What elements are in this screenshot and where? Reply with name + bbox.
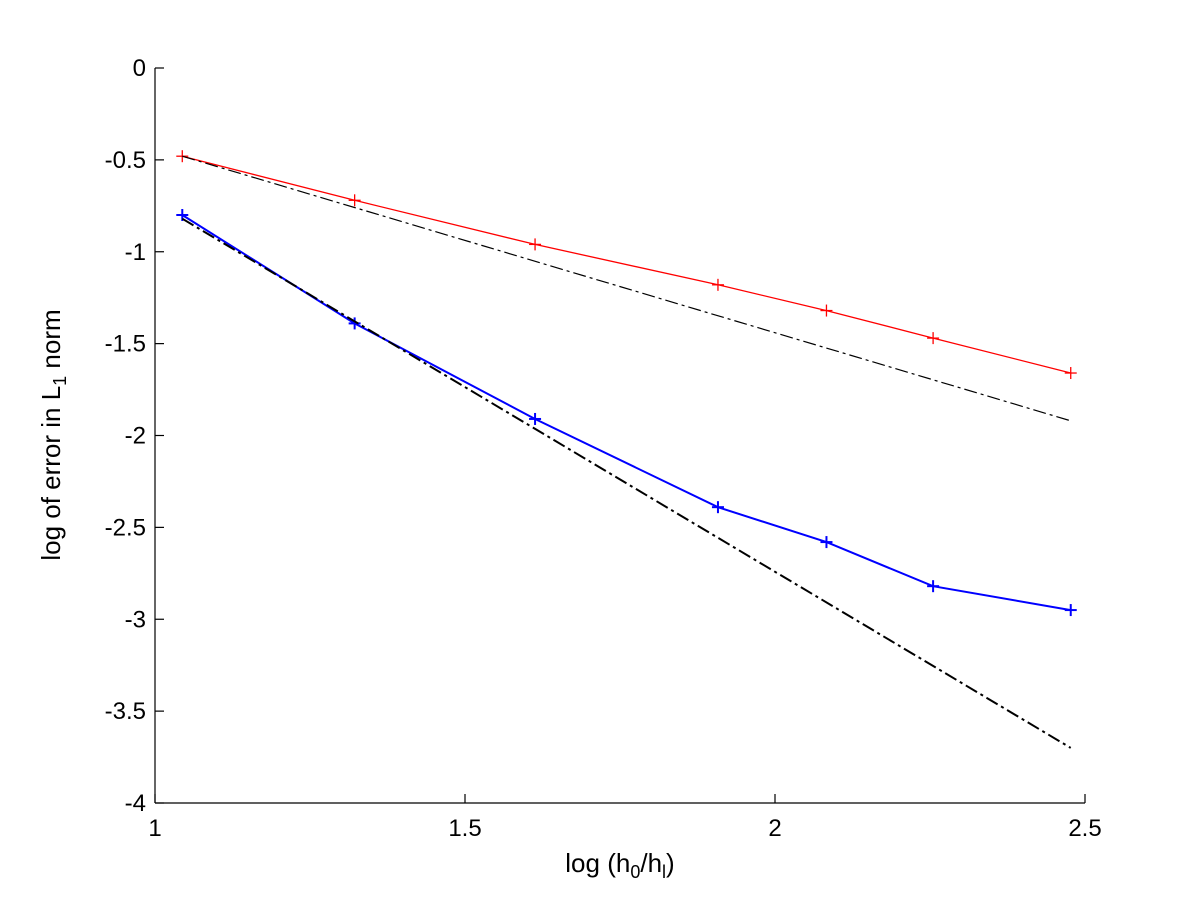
data-point [711, 501, 724, 514]
y-axis-label: log of error in L1 norm [36, 309, 70, 560]
y-axis-label-base: log of error in L [36, 386, 66, 561]
series-3 [182, 155, 1071, 422]
y-tick-label: -2 [125, 423, 146, 450]
series-2 [176, 209, 1077, 617]
y-tick-label: -1 [125, 239, 146, 266]
data-point [529, 412, 542, 425]
x-axis-label-mid: /h [640, 848, 662, 878]
data-point [711, 278, 724, 291]
data-point [529, 238, 542, 251]
axes: 1 1.5 2 2.5 0 -0.5 -1 -1.5 -2 -2.5 -3 -3.5 -4 [105, 55, 1102, 842]
data-point [348, 317, 361, 330]
data-point [1064, 367, 1077, 380]
y-axis-label-sub: 1 [50, 376, 70, 386]
series-1 [176, 150, 1077, 380]
y-tick-label: -0.5 [105, 147, 146, 174]
y-tick-label: 0 [133, 55, 146, 82]
series-4 [181, 217, 1072, 749]
data-point [927, 580, 940, 593]
data-point [348, 194, 361, 207]
x-axis-label-sub1: 0 [630, 862, 640, 882]
x-axis-label: log (h0/hl) [565, 848, 674, 882]
y-tick-label: -1.5 [105, 331, 146, 358]
y-tick-label: -3.5 [105, 698, 146, 725]
x-tick-label: 2.5 [1068, 815, 1101, 842]
x-tick-label: 1 [148, 815, 161, 842]
data-point [820, 536, 833, 549]
x-axis-label-end: ) [666, 848, 675, 878]
y-axis-label-end: norm [36, 309, 66, 375]
x-tick-label: 2 [768, 815, 781, 842]
data-point [820, 304, 833, 317]
series-line [181, 217, 1072, 749]
x-axis-label-base: log (h [565, 848, 630, 878]
x-tick-label: 1.5 [448, 815, 481, 842]
y-tick-label: -4 [125, 790, 146, 817]
y-tick-label: -3 [125, 606, 146, 633]
data-point [176, 150, 189, 163]
series-layer [176, 150, 1077, 749]
data-point [927, 332, 940, 345]
series-line [182, 155, 1071, 422]
y-tick-label: -2.5 [105, 514, 146, 541]
data-point [1064, 604, 1077, 617]
x-axis-label-sub2: l [662, 862, 666, 882]
